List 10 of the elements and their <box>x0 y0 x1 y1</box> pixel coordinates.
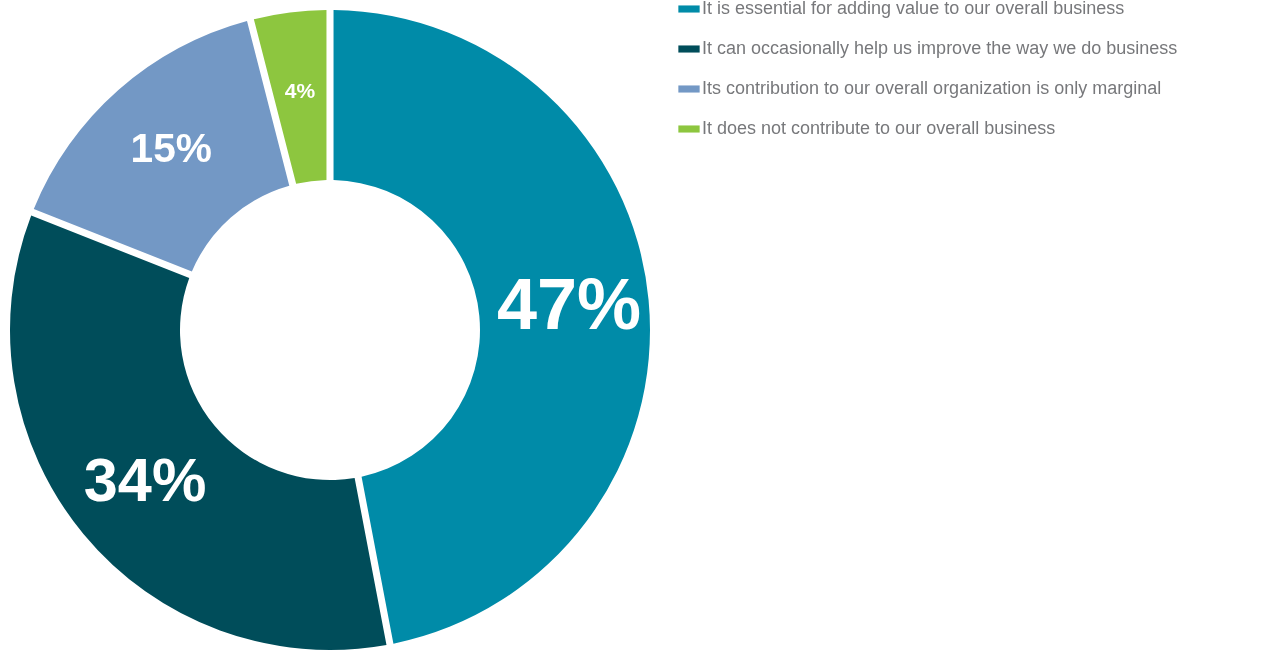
legend-label: It does not contribute to our overall business <box>702 118 1056 138</box>
donut-slice <box>253 10 327 184</box>
data-label: 4% <box>284 78 316 102</box>
data-label: 15% <box>130 124 212 171</box>
data-label: 47% <box>496 264 641 345</box>
legend-label: It is essential for adding value to our overall business <box>702 0 1125 18</box>
donut-slice <box>10 215 387 650</box>
data-label: 34% <box>83 445 207 514</box>
legend-label: Its contribution to our overall organization is only marginal <box>702 78 1162 98</box>
legend-label: It can occasionally help us improve the way we do business <box>702 38 1178 58</box>
